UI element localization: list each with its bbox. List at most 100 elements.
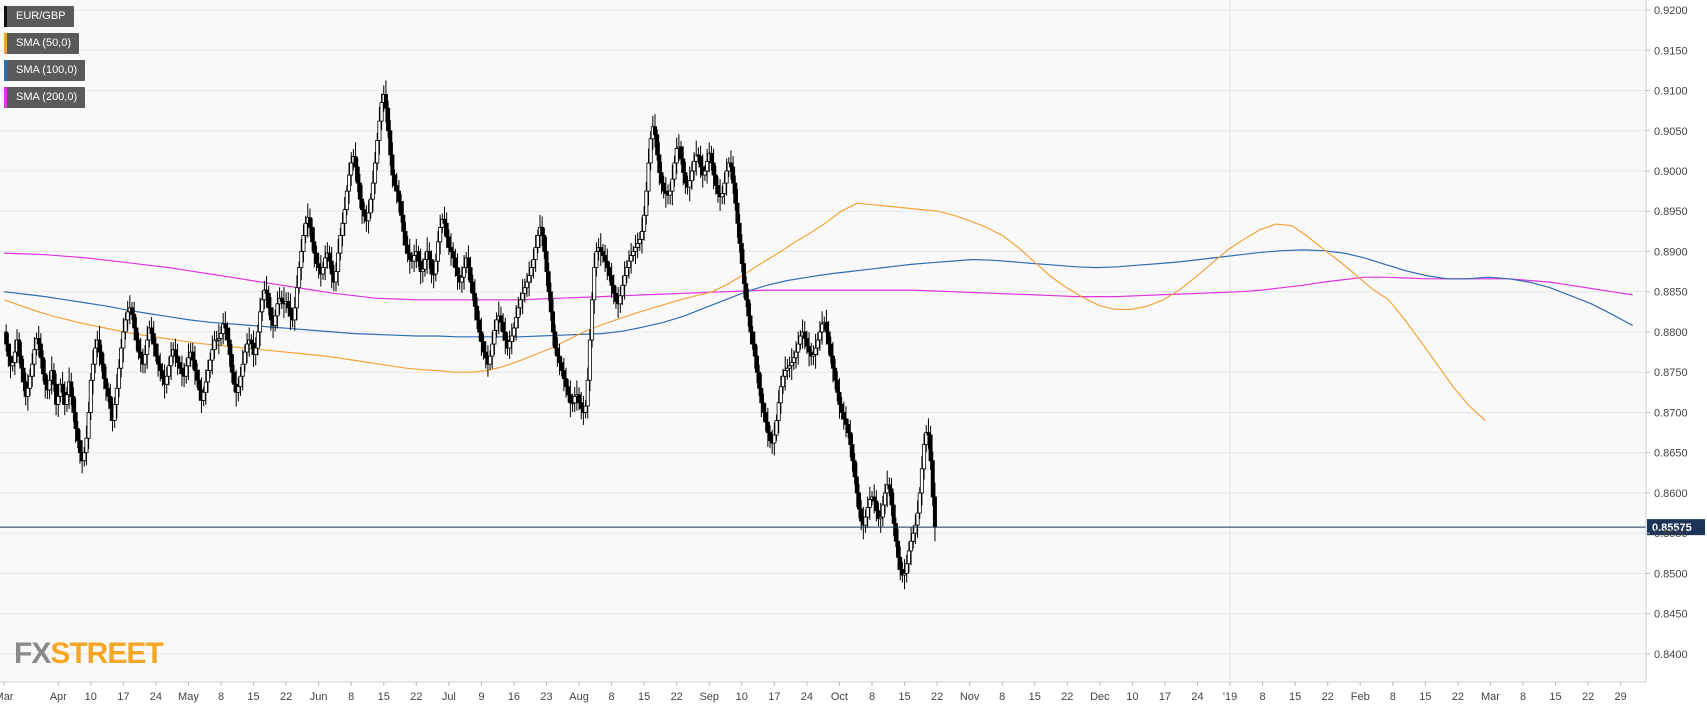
y-tick-label: 0.9100	[1654, 86, 1688, 98]
candle-body	[915, 512, 920, 526]
candle-body	[336, 252, 341, 273]
legend-item-sma-50[interactable]: SMA (50,0)	[4, 33, 80, 54]
candle-body	[60, 383, 65, 393]
candle-body	[687, 180, 692, 188]
x-tick-label: 22	[410, 691, 422, 703]
candle-body	[850, 444, 855, 462]
candle-body	[373, 162, 378, 184]
candle-body	[522, 287, 527, 294]
candle-body	[201, 391, 206, 401]
candle-body	[472, 292, 477, 307]
candle-body	[590, 299, 595, 341]
candle-body	[262, 289, 267, 301]
candle-body	[481, 341, 486, 353]
candle-body	[143, 354, 148, 365]
candle-body	[524, 281, 529, 289]
x-tick-label: 15	[1289, 691, 1301, 703]
candle-body	[93, 347, 98, 365]
candle-body	[561, 370, 566, 380]
candle-body	[741, 263, 746, 285]
candle-body	[349, 162, 354, 176]
x-tick-label: 10	[736, 691, 748, 703]
candle-body	[479, 331, 484, 343]
legend-item-sma-100[interactable]: SMA (100,0)	[4, 60, 86, 81]
candle-body	[826, 331, 831, 345]
candle-body	[164, 375, 169, 385]
candle-body	[123, 319, 128, 333]
candle-body	[69, 381, 74, 397]
candle-body	[815, 339, 820, 349]
candle-body	[516, 307, 521, 318]
candle-body	[544, 251, 549, 273]
candle-body	[639, 230, 644, 240]
candles	[4, 80, 937, 590]
candle-body	[492, 329, 497, 345]
candle-body	[913, 524, 918, 534]
candle-body	[151, 333, 156, 345]
candle-body	[286, 300, 291, 309]
candle-body	[835, 379, 840, 393]
candle-body	[314, 252, 319, 264]
x-tick-label: May	[178, 691, 199, 703]
candle-body	[125, 311, 130, 321]
candle-body	[73, 412, 78, 429]
candle-body	[218, 333, 223, 339]
legend-item-eurgbp[interactable]: EUR/GBP	[4, 6, 74, 27]
candle-body	[307, 217, 312, 228]
x-tick-label: Mar	[0, 691, 14, 703]
candle-body	[355, 166, 360, 184]
candle-body	[427, 251, 432, 260]
candle-body	[6, 343, 11, 357]
candle-body	[455, 267, 460, 277]
fxstreet-logo: FXSTREET	[14, 637, 164, 671]
legend-item-sma-200[interactable]: SMA (200,0)	[4, 87, 86, 108]
candle-body	[268, 307, 273, 321]
candle-body	[90, 363, 95, 381]
candle-body	[21, 367, 26, 383]
candle-body	[674, 148, 679, 164]
candle-body	[75, 428, 80, 442]
candle-body	[759, 387, 764, 404]
candle-body	[546, 271, 551, 293]
candle-body	[720, 193, 725, 198]
candle-body	[609, 275, 614, 286]
x-tick-label: 15	[638, 691, 650, 703]
candle-body	[327, 252, 332, 262]
x-tick-label: 15	[247, 691, 259, 703]
candle-body	[570, 402, 575, 405]
candle-body	[681, 158, 686, 174]
candle-body	[548, 291, 553, 313]
x-tick-label: Jul	[442, 691, 456, 703]
candle-body	[383, 94, 388, 109]
candle-body	[396, 190, 401, 202]
candle-body	[679, 146, 684, 160]
candle-body	[518, 299, 523, 309]
candle-body	[43, 373, 48, 385]
candle-body	[724, 170, 729, 184]
candle-body	[84, 437, 89, 454]
candle-body	[924, 432, 929, 446]
candle-body	[820, 323, 825, 333]
candle-body	[255, 331, 260, 349]
x-tick-label: 8	[348, 691, 354, 703]
candle-body	[208, 359, 213, 371]
candle-body	[737, 222, 742, 244]
x-tick-label: 17	[768, 691, 780, 703]
candle-body	[757, 371, 762, 389]
x-tick-label: 23	[540, 691, 552, 703]
candle-body	[184, 365, 189, 377]
candle-body	[848, 432, 853, 446]
candle-body	[41, 357, 46, 375]
candle-body	[329, 260, 334, 275]
y-tick-label: 0.8900	[1654, 246, 1688, 258]
candle-body	[242, 351, 247, 365]
candle-body	[451, 251, 456, 259]
candle-body	[38, 343, 43, 359]
candle-body	[316, 263, 321, 268]
candle-body	[210, 349, 215, 361]
candle-body	[438, 226, 443, 243]
candle-body	[175, 355, 180, 363]
candle-body	[503, 331, 508, 341]
x-tick-label: 10	[85, 691, 97, 703]
